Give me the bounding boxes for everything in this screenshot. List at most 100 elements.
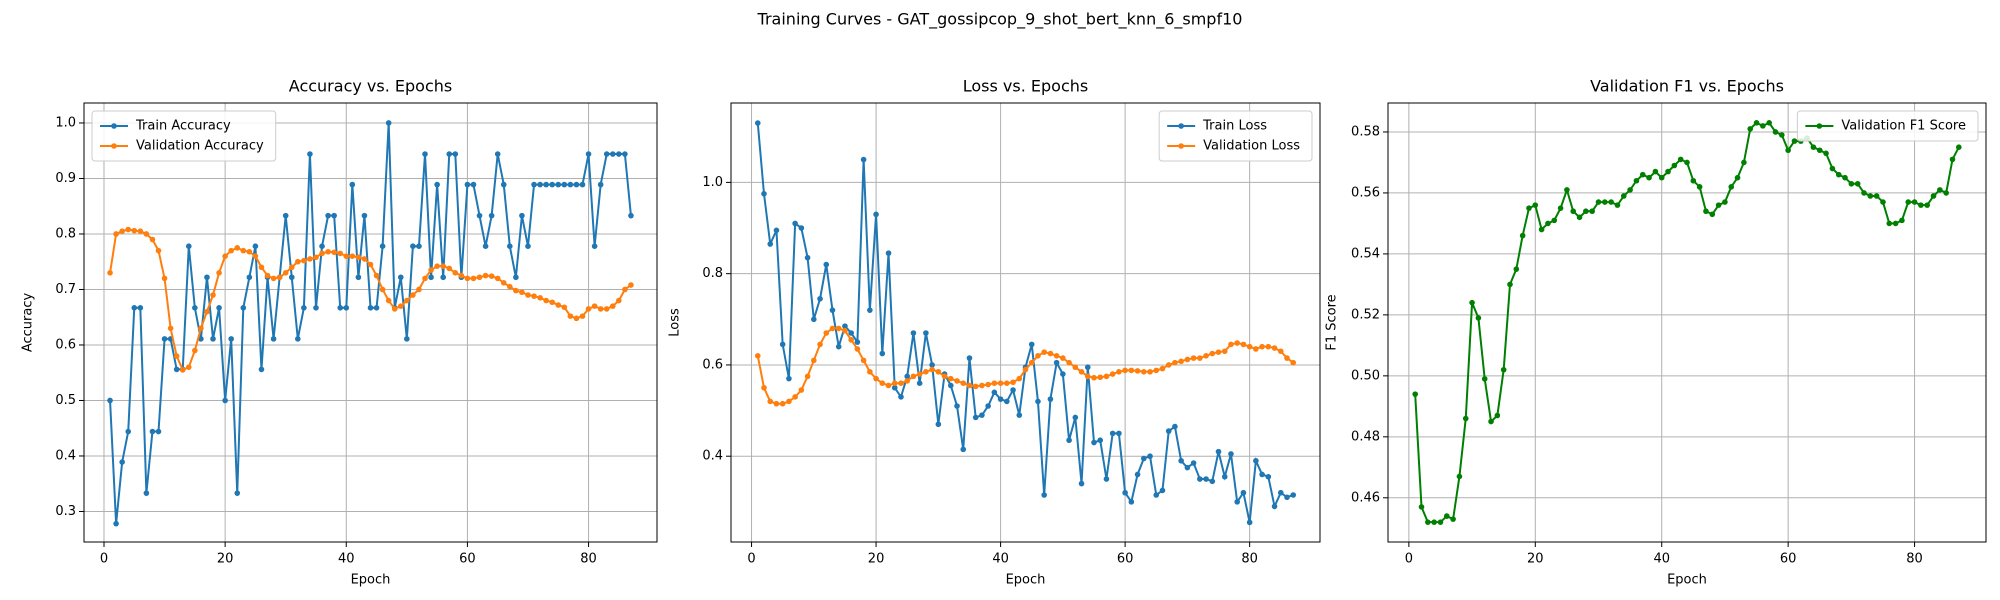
data-point xyxy=(1253,346,1259,352)
data-point xyxy=(198,325,204,332)
data-point xyxy=(1277,348,1284,355)
data-point xyxy=(385,120,392,126)
data-point xyxy=(767,398,774,405)
data-point xyxy=(216,270,222,276)
legend-marker xyxy=(111,123,117,129)
data-point xyxy=(985,381,991,388)
data-point xyxy=(991,380,998,386)
data-point xyxy=(1109,430,1116,437)
data-point xyxy=(1602,199,1608,205)
data-point xyxy=(1284,355,1290,361)
x-tick-label: 0 xyxy=(100,552,108,567)
data-point xyxy=(1715,202,1722,208)
data-point xyxy=(313,304,319,311)
subplot-title: Validation F1 vs. Epochs xyxy=(1590,77,1784,96)
data-point xyxy=(422,275,428,282)
data-point xyxy=(1709,211,1716,218)
x-tick-label: 20 xyxy=(217,552,234,567)
data-point xyxy=(204,274,210,281)
data-point xyxy=(258,264,265,271)
data-point xyxy=(1072,364,1079,371)
data-point xyxy=(1159,365,1166,372)
x-axis-label: Epoch xyxy=(1667,573,1707,588)
data-point xyxy=(167,325,174,332)
data-point xyxy=(1475,315,1482,321)
data-point xyxy=(1861,190,1867,196)
data-point xyxy=(301,304,307,311)
data-point xyxy=(1791,138,1798,144)
y-axis-label: Loss xyxy=(668,308,683,337)
data-point xyxy=(270,336,277,342)
data-point xyxy=(910,330,917,336)
data-point xyxy=(1165,362,1172,368)
data-point xyxy=(1147,453,1153,460)
data-point xyxy=(904,373,911,380)
legend-box xyxy=(1158,110,1313,162)
x-tick-label: 60 xyxy=(459,552,476,567)
data-point xyxy=(1551,217,1558,224)
data-point xyxy=(1481,376,1488,382)
x-axis-label: Epoch xyxy=(351,573,391,588)
data-point xyxy=(1128,499,1135,505)
y-axis-label: F1 Score xyxy=(1325,294,1340,350)
data-point xyxy=(428,274,434,281)
data-point xyxy=(779,341,786,348)
data-point xyxy=(119,228,125,235)
x-tick-label: 80 xyxy=(580,552,597,567)
data-point xyxy=(1924,202,1931,208)
data-point xyxy=(923,330,929,336)
data-point xyxy=(1178,457,1184,464)
data-point xyxy=(446,265,453,272)
data-point xyxy=(1078,368,1085,375)
data-point xyxy=(947,375,954,382)
data-point xyxy=(616,297,622,304)
data-point xyxy=(1271,345,1278,351)
data-point xyxy=(1147,368,1153,375)
data-point xyxy=(879,380,886,386)
data-point xyxy=(325,212,331,219)
data-point xyxy=(1532,202,1539,208)
data-point xyxy=(767,241,774,247)
data-point xyxy=(1265,473,1272,480)
data-point xyxy=(137,304,144,311)
data-point xyxy=(860,156,867,163)
data-point xyxy=(1816,147,1823,154)
data-point xyxy=(867,368,873,375)
data-point xyxy=(143,490,150,496)
data-point xyxy=(1116,430,1122,437)
data-point xyxy=(1899,217,1905,224)
legend-label: Train Accuracy xyxy=(135,119,231,134)
data-point xyxy=(379,286,386,293)
data-point xyxy=(143,231,150,237)
data-point xyxy=(446,151,453,157)
data-point xyxy=(252,243,259,249)
data-point xyxy=(185,364,192,370)
y-tick-label: 0.4 xyxy=(55,448,76,463)
legend-marker xyxy=(111,143,117,149)
data-point xyxy=(1462,415,1469,422)
data-point xyxy=(270,275,277,282)
x-tick-label: 40 xyxy=(1653,552,1670,567)
legend-marker xyxy=(1816,123,1823,129)
data-point xyxy=(488,212,495,219)
data-point xyxy=(1053,353,1060,359)
data-point xyxy=(1956,144,1962,151)
data-point xyxy=(1004,398,1010,405)
data-point xyxy=(1456,473,1463,480)
data-point xyxy=(1221,348,1228,355)
data-point xyxy=(1116,368,1122,375)
data-point xyxy=(1066,359,1072,366)
data-point xyxy=(319,250,325,257)
data-point xyxy=(885,382,892,389)
data-point xyxy=(1488,418,1494,425)
data-point xyxy=(628,282,634,288)
data-point xyxy=(829,325,836,332)
data-point xyxy=(288,264,295,271)
data-point xyxy=(1437,519,1444,525)
data-point xyxy=(1633,177,1640,184)
data-point xyxy=(373,272,380,279)
legend-marker xyxy=(1178,123,1184,129)
data-point xyxy=(1614,202,1621,208)
data-point xyxy=(1184,356,1191,363)
data-point xyxy=(1259,471,1265,478)
